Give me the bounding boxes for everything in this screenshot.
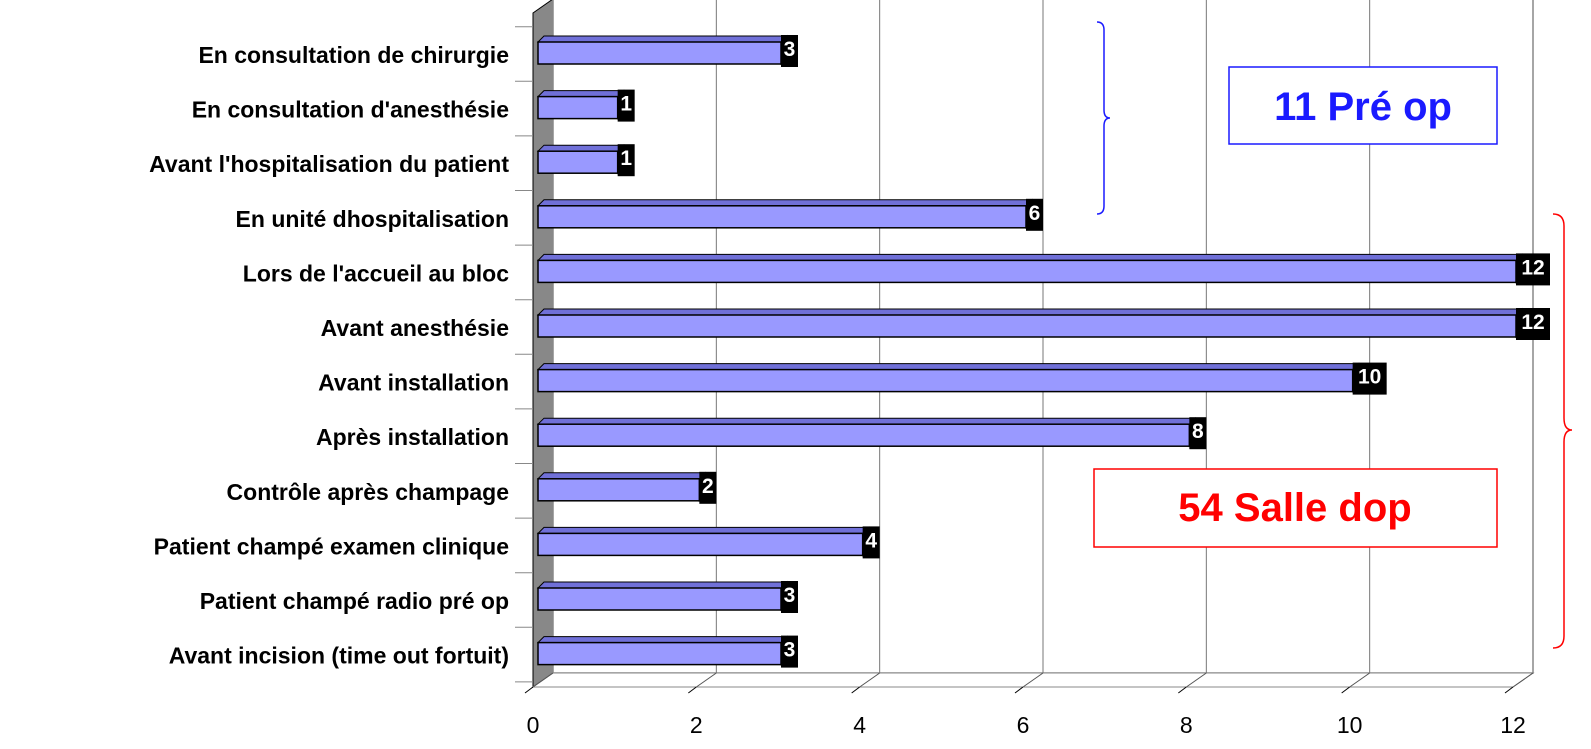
data-label: 1: [620, 93, 632, 116]
bar: [538, 200, 1032, 228]
data-label: 4: [865, 529, 877, 552]
data-label: 1: [620, 147, 632, 170]
category-label: Avant anesthésie: [321, 315, 509, 341]
x-tick-label: 12: [1500, 712, 1526, 738]
category-label: Contrôle après champage: [227, 479, 509, 505]
category-labels: En consultation de chirurgie En consultat…: [149, 42, 509, 669]
category-label: Patient champé radio pré op: [200, 588, 509, 614]
data-label: 2: [702, 475, 714, 498]
x-tick-mark: [1015, 687, 1023, 693]
category-label: En consultation de chirurgie: [198, 42, 509, 68]
bar: [538, 527, 869, 555]
x-axis-ticks: 0 2 4 6 8 10 12: [525, 687, 1526, 738]
category-label: En unité dhospitalisation: [236, 206, 509, 232]
x-tick-label: 2: [690, 712, 703, 738]
salle-op-annotation: 54 Salle dop: [1178, 486, 1411, 530]
bar: [538, 254, 1522, 282]
x-tick-mark: [1178, 687, 1186, 693]
pre-op-brace: [1097, 22, 1110, 214]
x-tick-label: 0: [527, 712, 540, 738]
data-label: 3: [784, 639, 796, 662]
bar: [538, 418, 1195, 446]
bar: [538, 582, 787, 610]
data-label: 12: [1521, 256, 1544, 279]
category-label: Avant installation: [318, 370, 509, 396]
x-tick-mark: [1505, 687, 1513, 693]
data-label: 8: [1192, 420, 1204, 443]
data-label: 10: [1358, 366, 1381, 389]
data-label: 3: [784, 38, 796, 61]
bar: [538, 145, 624, 173]
category-label: Avant incision (time out fortuit): [169, 643, 509, 669]
pre-op-annotation: 11 Pré op: [1274, 85, 1452, 129]
bar: [538, 473, 705, 501]
x-tick-mark: [852, 687, 860, 693]
category-label: Lors de l'accueil au bloc: [243, 260, 509, 286]
data-label: 6: [1029, 202, 1041, 225]
data-label: 12: [1521, 311, 1544, 334]
x-tick-mark: [688, 687, 696, 693]
x-tick-label: 4: [853, 712, 866, 738]
bar: [538, 637, 787, 665]
x-tick-label: 10: [1337, 712, 1363, 738]
category-label: En consultation d'anesthésie: [192, 97, 509, 123]
x-tick-label: 8: [1180, 712, 1193, 738]
bar: [538, 309, 1522, 337]
category-label: Patient champé examen clinique: [154, 533, 509, 559]
category-label: Après installation: [316, 424, 509, 450]
x-tick-mark: [1342, 687, 1350, 693]
bar: [538, 91, 624, 119]
bar: [538, 36, 787, 64]
salle-op-brace: [1553, 214, 1572, 648]
data-label: 3: [784, 584, 796, 607]
x-tick-label: 6: [1017, 712, 1030, 738]
x-tick-mark: [525, 687, 533, 693]
category-label: Avant l'hospitalisation du patient: [149, 151, 509, 177]
bar: [538, 364, 1359, 392]
